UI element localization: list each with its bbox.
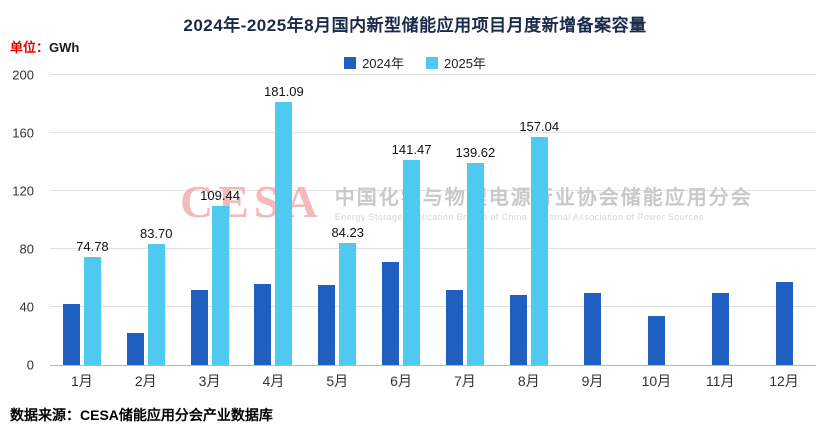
bar-2025年-3月: 109.44 [200,188,240,365]
month-group: 157.04 [497,75,561,365]
y-tick-label: 40 [19,299,34,315]
bar-value-label: 141.47 [391,141,432,157]
bar-value-label: 84.23 [331,224,364,240]
bar-2024年-9月 [584,292,602,365]
x-tick-label: 12月 [769,373,799,389]
unit-prefix: 单位： [10,40,50,55]
bar-value-label: 109.44 [200,188,240,204]
legend: 2024年 2025年 [0,53,830,72]
legend-swatch [344,56,357,69]
bar-value-label: 157.04 [519,119,560,135]
x-tick-label: 10月 [641,373,672,389]
x-tick-label: 6月 [390,373,412,389]
month-group: 181.09 [241,75,305,365]
bar-2024年-10月 [647,315,665,365]
bar-2024年-5月 [318,285,336,365]
bar-2024年-3月 [190,289,208,365]
y-axis: 0 40 80 120 160 200 [0,69,42,372]
bar-2024年-6月 [382,262,400,365]
gridline [50,306,816,307]
month-group: 141.47 [369,75,433,365]
x-tick-label: 8月 [517,373,540,389]
y-tick-label: 200 [12,67,34,83]
gridline [50,248,816,249]
month-group [752,75,816,365]
bar-value-label: 74.78 [76,238,109,254]
bar-2024年-7月 [445,289,463,365]
x-tick-label: 2月 [134,373,157,389]
bar-2025年-2月: 83.70 [140,226,173,365]
bar-value-label: 139.62 [455,144,496,160]
month-group [624,75,688,365]
unit-value: GWh [49,40,80,55]
x-tick-label: 4月 [262,373,285,389]
unit-label: 单位：GWh [10,37,79,56]
x-tick-label: 9月 [581,373,604,389]
bar-2025年-4月: 181.09 [264,84,304,365]
source-text: 数据来源：CESA储能应用分会产业数据库 [10,407,273,423]
month-group [688,75,752,365]
legend-item-2024年: 2024年 [344,53,404,72]
month-group: 84.23 [305,75,369,365]
bar-2024年-11月 [711,292,729,365]
gridline [50,132,816,133]
x-tick-label: 1月 [71,373,93,389]
legend-swatch [426,56,438,69]
legend-item-2025年: 2025年 [426,53,486,72]
month-group: 139.62 [433,75,497,365]
bar-2024年-2月 [126,333,144,365]
bar-2025年-5月: 84.23 [331,225,364,365]
bar-2025年-8月: 157.04 [519,119,559,365]
y-tick-label: 120 [12,183,34,199]
legend-label: 2024年 [362,56,404,71]
x-tick-label: 7月 [453,373,476,389]
bar-2025年-6月: 141.47 [392,142,431,365]
bar-value-label: 181.09 [264,84,304,100]
x-tick-label: 3月 [198,373,221,389]
y-tick-label: 0 [26,357,34,373]
bars-layer: 74.78 83.70 109.44 181.09 84.23 141.47 139.62 1… [50,75,816,365]
bar-2025年-7月: 139.62 [455,145,495,365]
plot-area: CESA 中国化学与物理电源行业协会储能应用分会 Energy Storage … [50,74,816,366]
gridline [50,74,816,75]
legend-label: 2025年 [444,56,486,71]
month-group: 74.78 [50,75,114,365]
y-tick-label: 160 [12,125,34,141]
bar-2024年-12月 [775,282,793,365]
bar-value-label: 83.70 [139,225,173,241]
x-tick-label: 11月 [705,373,735,389]
x-axis: 1月 2月 3月 4月 5月 6月 7月 8月 9月 10月 11月 12月 [50,371,816,391]
bar-2025年-1月: 74.78 [76,239,109,365]
month-group [561,75,625,365]
chart-title: 2024年-2025年8月国内新型储能应用项目月度新增备案容量 [183,16,647,35]
y-tick-label: 80 [19,241,34,257]
bar-2024年-8月 [509,295,527,365]
month-group: 83.70 [114,75,178,365]
month-group: 109.44 [178,75,242,365]
gridline [50,190,816,191]
bar-2024年-1月 [62,304,80,365]
bar-2024年-4月 [254,283,272,365]
x-tick-label: 5月 [326,373,349,389]
